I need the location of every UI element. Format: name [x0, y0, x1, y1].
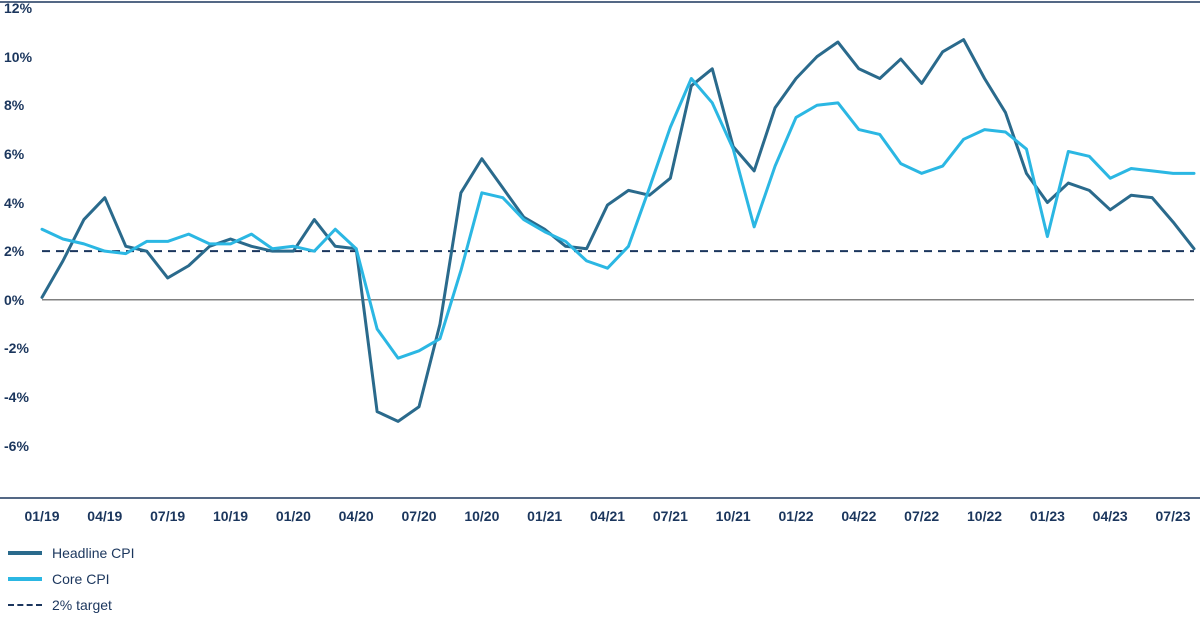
x-tick-label: 01/20: [276, 508, 311, 524]
y-tick-label: 8%: [4, 97, 24, 113]
x-tick-label: 01/22: [779, 508, 814, 524]
x-tick-label: 01/21: [527, 508, 562, 524]
legend: Headline CPI Core CPI 2% target: [8, 545, 135, 623]
y-tick-label: -2%: [4, 340, 29, 356]
x-tick-label: 01/19: [24, 508, 59, 524]
y-tick-label: -4%: [4, 389, 29, 405]
legend-swatch: [8, 551, 42, 555]
legend-label: Headline CPI: [52, 545, 135, 561]
y-tick-label: 2%: [4, 243, 24, 259]
x-tick-label: 07/20: [401, 508, 436, 524]
plot-svg: [0, 0, 1200, 625]
y-tick-label: 4%: [4, 195, 24, 211]
x-tick-label: 07/22: [904, 508, 939, 524]
x-tick-label: 04/20: [339, 508, 374, 524]
legend-label: 2% target: [52, 597, 112, 613]
x-tick-label: 07/21: [653, 508, 688, 524]
series-core-cpi: [42, 79, 1194, 359]
x-tick-label: 04/22: [841, 508, 876, 524]
x-tick-label: 10/20: [464, 508, 499, 524]
x-tick-label: 04/23: [1093, 508, 1128, 524]
y-tick-label: 12%: [4, 0, 32, 16]
legend-item: Headline CPI: [8, 545, 135, 561]
x-tick-label: 04/21: [590, 508, 625, 524]
x-tick-label: 01/23: [1030, 508, 1065, 524]
x-tick-label: 07/23: [1156, 508, 1191, 524]
y-tick-label: 0%: [4, 292, 24, 308]
x-tick-label: 10/22: [967, 508, 1002, 524]
x-tick-label: 10/21: [716, 508, 751, 524]
y-tick-label: -6%: [4, 438, 29, 454]
legend-swatch: [8, 604, 42, 606]
x-tick-label: 07/19: [150, 508, 185, 524]
legend-item: Core CPI: [8, 571, 135, 587]
x-tick-label: 10/19: [213, 508, 248, 524]
y-tick-label: 6%: [4, 146, 24, 162]
legend-item: 2% target: [8, 597, 135, 613]
y-tick-label: 10%: [4, 49, 32, 65]
cpi-line-chart: Headline CPI Core CPI 2% target -6% -4% -2% 0…: [0, 0, 1200, 625]
series-headline-cpi: [42, 40, 1194, 422]
x-tick-label: 04/19: [87, 508, 122, 524]
legend-label: Core CPI: [52, 571, 110, 587]
legend-swatch: [8, 577, 42, 581]
